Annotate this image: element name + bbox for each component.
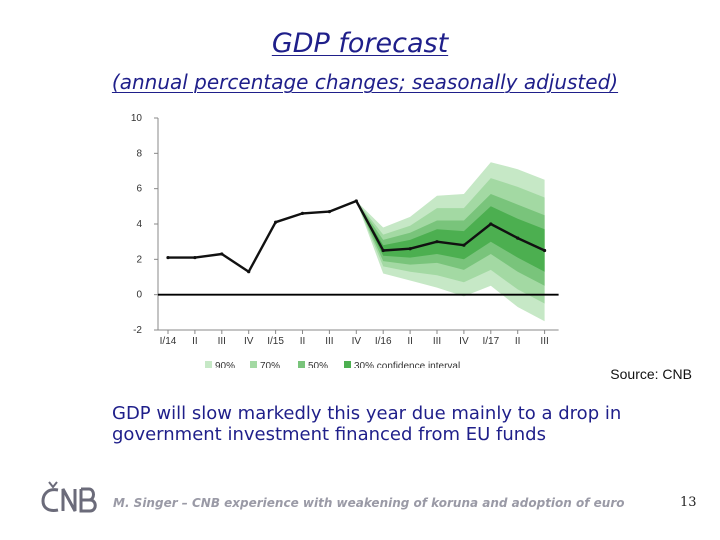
- page-number: 13: [680, 495, 697, 510]
- x-tick-label: I/15: [267, 336, 284, 347]
- legend-swatch: [205, 361, 212, 368]
- fan-band-30: [356, 201, 545, 272]
- y-tick-label: 8: [136, 148, 142, 159]
- legend-label: 50%: [308, 361, 328, 368]
- cnb-logo: [41, 481, 97, 513]
- x-tick-label: II: [300, 336, 306, 347]
- gdp-data-point: [354, 199, 358, 203]
- gdp-data-point: [300, 211, 305, 215]
- x-tick-label: I/17: [482, 336, 499, 347]
- legend-swatch: [344, 361, 351, 368]
- gdp-data-point: [381, 248, 385, 253]
- legend-label: 90%: [215, 361, 235, 368]
- page-title: GDP forecast: [271, 28, 449, 59]
- gdp-data-point: [462, 243, 466, 247]
- x-tick-label: II: [192, 336, 198, 347]
- gdp-data-point: [543, 248, 547, 253]
- x-tick-label: III: [218, 336, 226, 347]
- y-tick-label: -2: [133, 325, 142, 336]
- gdp-data-point: [489, 222, 493, 226]
- y-tick-label: 10: [131, 113, 143, 124]
- x-tick-label: IV: [459, 336, 469, 347]
- gdp-data-point: [327, 210, 331, 214]
- page-subtitle: (annual percentage changes; seasonally a…: [111, 70, 619, 94]
- footer-text: M. Singer – CNB experience with weakenin…: [113, 496, 625, 510]
- gdp-data-point: [274, 220, 278, 224]
- x-tick-label: II: [407, 336, 413, 347]
- legend-label: 30% confidence interval: [354, 361, 460, 368]
- x-tick-label: IV: [244, 336, 254, 347]
- y-tick-label: 4: [136, 219, 142, 230]
- gdp-data-point: [166, 255, 170, 260]
- x-tick-label: III: [540, 336, 548, 347]
- x-tick-label: I/14: [160, 336, 177, 347]
- x-tick-label: III: [325, 336, 333, 347]
- gdp-data-point: [516, 236, 520, 240]
- legend-swatch: [250, 361, 257, 368]
- legend-label: 70%: [260, 361, 280, 368]
- y-tick-label: 0: [136, 290, 142, 301]
- gdp-data-point: [408, 247, 412, 251]
- y-tick-label: 2: [136, 254, 142, 265]
- gdp-data-point: [220, 252, 224, 256]
- legend-swatch: [298, 361, 305, 368]
- y-tick-label: 6: [136, 184, 142, 195]
- x-tick-label: I/16: [375, 336, 392, 347]
- x-tick-label: III: [433, 336, 441, 347]
- gdp-data-point: [193, 255, 197, 260]
- gdp-data-point: [247, 270, 251, 274]
- source-note: Source: CNB: [610, 366, 692, 382]
- body-text: GDP will slow markedly this year due mai…: [112, 403, 622, 445]
- gdp-data-point: [435, 240, 439, 244]
- x-tick-label: IV: [352, 336, 362, 347]
- x-tick-label: II: [515, 336, 521, 347]
